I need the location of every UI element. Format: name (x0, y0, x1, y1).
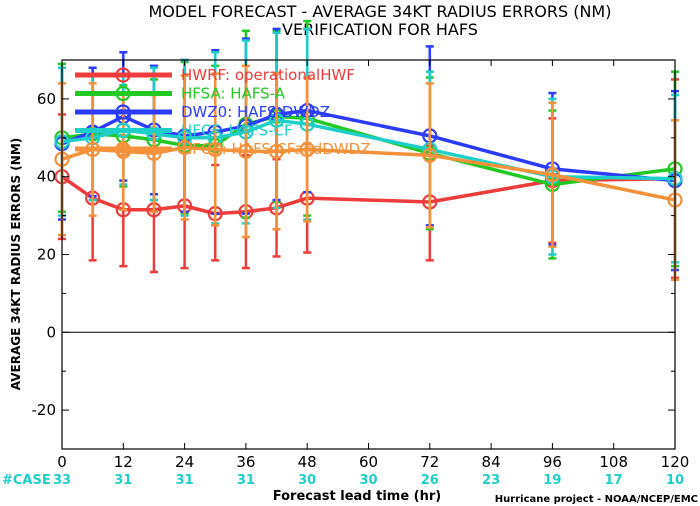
data-point (422, 147, 438, 163)
data-point (299, 141, 315, 158)
case-count: 17 (605, 473, 623, 488)
y-axis-label: AVERAGE 34KT RADIUS ERRORS (NM) (9, 138, 23, 390)
data-point (207, 141, 223, 158)
legend-label: HFCF: HAFS-CF (181, 122, 293, 140)
case-count: 30 (359, 473, 377, 488)
x-axis-label: Forecast lead time (hr) (273, 489, 441, 504)
case-count: 30 (298, 473, 316, 488)
legend-label: HFCZ: HAFS-CFandDWDZ (181, 140, 370, 158)
x-tick-label: 48 (298, 453, 317, 471)
case-count: 10 (666, 473, 684, 488)
case-count-label: #CASE (2, 473, 51, 488)
legend-label: HFSA: HAFS-A (181, 85, 286, 103)
legend-marker (115, 85, 131, 102)
y-tick-label: 0 (46, 323, 56, 341)
case-counts: 33 31 31 31 30 30 26 23 19 17 10 (53, 473, 684, 488)
legend-label: DWZ0: HAFS-DWDZ (181, 103, 330, 121)
data-point (238, 143, 254, 160)
case-count: 33 (53, 473, 71, 488)
x-tick-label: 72 (420, 453, 439, 471)
legend-marker (115, 104, 131, 120)
legend-marker (115, 67, 131, 83)
case-count: 31 (237, 473, 255, 488)
legend-label: HWRF: operationalHWF (181, 66, 355, 84)
x-tick-label: 120 (661, 453, 690, 471)
case-count: 23 (482, 473, 500, 488)
data-point (544, 167, 561, 183)
chart-subtitle: VERIFICATION FOR HAFS (282, 20, 478, 39)
x-tick-label: 0 (57, 453, 67, 471)
case-count: 31 (114, 473, 132, 488)
data-point (268, 143, 285, 160)
y-tick-label: 60 (37, 90, 56, 108)
data-point (177, 139, 193, 156)
case-count: 26 (421, 473, 439, 488)
case-count: 31 (176, 473, 194, 488)
x-tick-label: 12 (114, 453, 133, 471)
x-tick-label: 60 (359, 453, 378, 471)
chart-title: MODEL FORECAST - AVERAGE 34KT RADIUS ERR… (149, 2, 612, 21)
legend-marker (115, 141, 131, 157)
x-tick-label: 24 (175, 453, 194, 471)
credit-text: Hurricane project - NOAA/NCEP/EMC (495, 494, 698, 505)
y-tick-label: 40 (37, 168, 56, 186)
y-tick-label: 20 (37, 246, 56, 264)
x-tick-label: 36 (236, 453, 255, 471)
y-tick-label: -20 (32, 401, 57, 419)
x-tick-label: 108 (599, 453, 628, 471)
axes: 0 12 24 36 48 60 72 84 96 108 120 -20 0 20 40 60 (32, 59, 690, 471)
legend-marker (115, 122, 131, 139)
x-tick-label: 96 (543, 453, 562, 471)
case-count: 19 (543, 473, 561, 488)
x-tick-label: 84 (482, 453, 501, 471)
